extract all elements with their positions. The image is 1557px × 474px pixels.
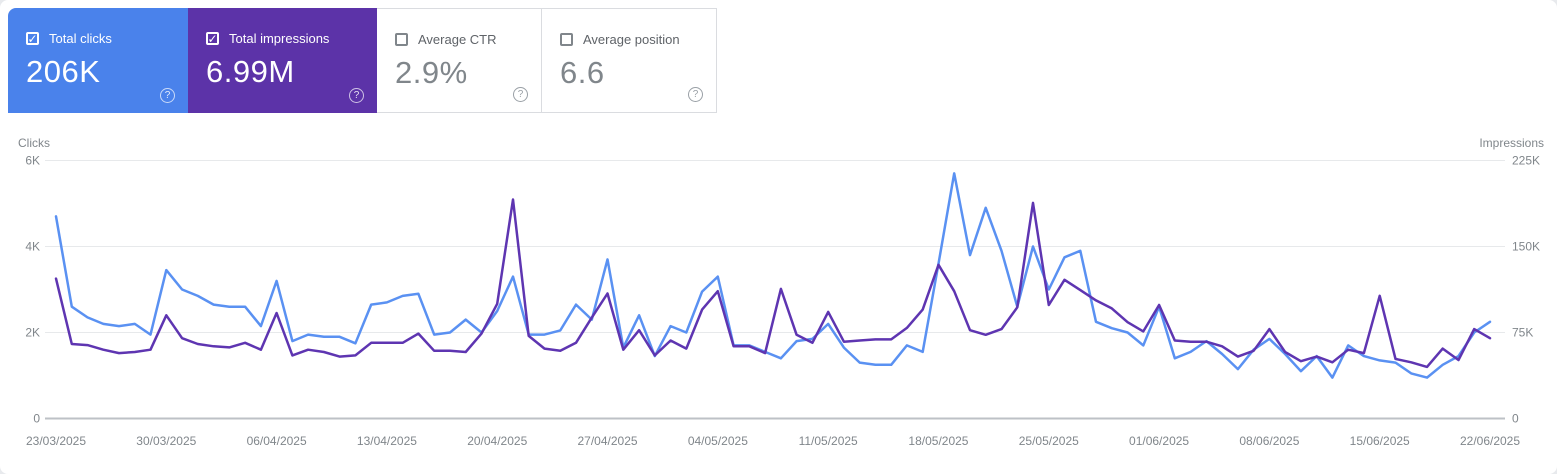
checked-checkbox-total-impressions[interactable]: ✓ bbox=[206, 31, 219, 46]
x-axis-date-label: 08/06/2025 bbox=[1239, 434, 1299, 448]
left-axis-tick: 0 bbox=[33, 412, 40, 426]
x-axis-date-label: 20/04/2025 bbox=[467, 434, 527, 448]
metric-value: 2.9% bbox=[395, 55, 468, 90]
x-axis-date-label: 18/05/2025 bbox=[908, 434, 968, 448]
metric-label: Total clicks bbox=[49, 31, 112, 46]
unchecked-checkbox-average-ctr[interactable] bbox=[395, 33, 408, 46]
right-axis-title: Impressions bbox=[1479, 136, 1544, 150]
right-axis-tick: 0 bbox=[1512, 412, 1519, 426]
metric-card-header: ✓ Total clicks bbox=[26, 31, 112, 46]
metric-card-header: Average position bbox=[560, 32, 680, 47]
x-axis-date-label: 01/06/2025 bbox=[1129, 434, 1189, 448]
metric-label: Average CTR bbox=[418, 32, 497, 47]
left-axis-tick: 2K bbox=[25, 326, 40, 340]
x-axis-date-label: 11/05/2025 bbox=[799, 434, 858, 448]
unchecked-checkbox-average-position[interactable] bbox=[560, 33, 573, 46]
x-axis-date-label: 25/05/2025 bbox=[1019, 434, 1079, 448]
x-axis-date-label: 13/04/2025 bbox=[357, 434, 417, 448]
metric-card-total-clicks[interactable]: ✓ Total clicks 206K? bbox=[8, 8, 188, 113]
right-axis-tick: 225K bbox=[1512, 154, 1540, 168]
metric-card-total-impressions[interactable]: ✓ Total impressions 6.99M? bbox=[188, 8, 377, 113]
left-axis-tick: 4K bbox=[25, 240, 40, 254]
left-axis-title: Clicks bbox=[18, 136, 50, 150]
x-axis-date-label: 30/03/2025 bbox=[136, 434, 196, 448]
metric-value: 6.99M bbox=[206, 54, 295, 89]
x-axis-date-label: 22/06/2025 bbox=[1460, 434, 1520, 448]
help-icon[interactable]: ? bbox=[688, 87, 703, 102]
right-axis-tick: 150K bbox=[1512, 240, 1540, 254]
x-axis-date-label: 27/04/2025 bbox=[578, 434, 638, 448]
metric-card-header: ✓ Total impressions bbox=[206, 31, 329, 46]
x-axis-date-label: 06/04/2025 bbox=[247, 434, 307, 448]
right-axis-tick: 75K bbox=[1512, 326, 1533, 340]
metric-cards: ✓ Total clicks 206K? ✓ Total impressions 6.99… bbox=[8, 8, 717, 113]
metric-label: Total impressions bbox=[229, 31, 330, 46]
checked-checkbox-total-clicks[interactable]: ✓ bbox=[26, 31, 39, 46]
metric-card-average-position[interactable]: Average position 6.6? bbox=[541, 8, 717, 113]
clicks-line bbox=[54, 172, 1492, 379]
x-axis-date-label: 15/06/2025 bbox=[1350, 434, 1410, 448]
help-icon[interactable]: ? bbox=[349, 88, 364, 103]
impressions-line bbox=[54, 198, 1492, 369]
metric-card-header: Average CTR bbox=[395, 32, 497, 47]
metric-value: 6.6 bbox=[560, 55, 605, 90]
x-axis-date-label: 04/05/2025 bbox=[688, 434, 748, 448]
x-axis-date-label: 23/03/2025 bbox=[26, 434, 86, 448]
left-axis-tick: 6K bbox=[25, 154, 40, 168]
metric-label: Average position bbox=[583, 32, 680, 47]
help-icon[interactable]: ? bbox=[513, 87, 528, 102]
help-icon[interactable]: ? bbox=[160, 88, 175, 103]
metric-card-average-ctr[interactable]: Average CTR 2.9%? bbox=[377, 8, 542, 113]
metric-value: 206K bbox=[26, 54, 101, 89]
